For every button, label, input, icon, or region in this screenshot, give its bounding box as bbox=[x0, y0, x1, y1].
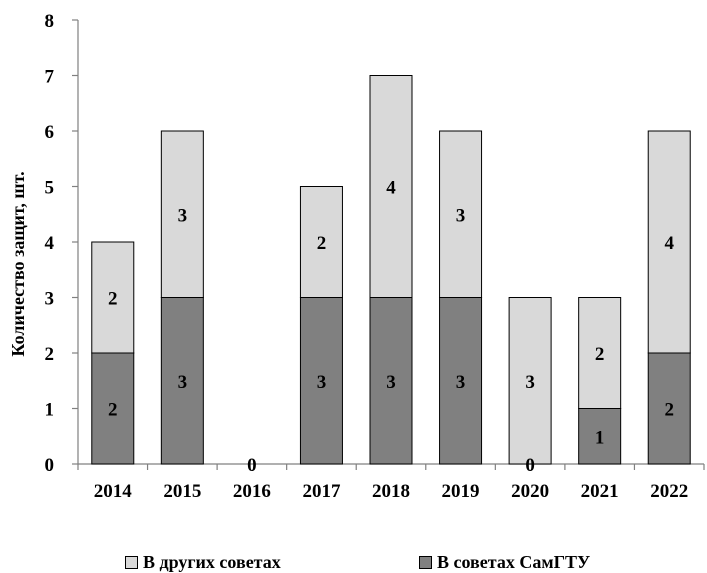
data-label-other: 3 bbox=[456, 205, 466, 226]
data-label-samgtu: 1 bbox=[595, 427, 605, 448]
x-tick-label: 2021 bbox=[581, 481, 619, 502]
y-tick-label: 2 bbox=[45, 344, 55, 365]
legend-swatch-samgtu bbox=[419, 556, 432, 569]
y-tick-label: 0 bbox=[45, 455, 55, 476]
y-tick-label: 8 bbox=[45, 11, 55, 32]
data-label-other: 2 bbox=[595, 344, 605, 365]
bar-segment-other bbox=[160, 130, 204, 298]
data-label-other: 4 bbox=[386, 178, 396, 199]
bar-segment-other bbox=[508, 297, 552, 465]
x-tick-label: 2019 bbox=[442, 481, 480, 502]
legend-item-other: В других советах bbox=[125, 552, 281, 573]
data-label-other: 4 bbox=[664, 233, 674, 254]
x-tick-label: 2018 bbox=[372, 481, 410, 502]
bar-segment-samgtu bbox=[91, 352, 135, 465]
bar-segment-other bbox=[91, 241, 135, 354]
y-tick-label: 7 bbox=[45, 67, 55, 88]
data-label-samgtu: 3 bbox=[386, 372, 396, 393]
data-labels: 2 2 3 3 0 3 2 3 4 3 3 3 0 1 2 2 4 bbox=[108, 178, 674, 477]
y-tick-label: 6 bbox=[45, 122, 55, 143]
data-label-zero: 0 bbox=[247, 455, 257, 476]
legend: В других советах В советах СамГТУ bbox=[0, 550, 707, 572]
legend-label-samgtu: В советах СамГТУ bbox=[437, 552, 591, 572]
legend-swatch-other bbox=[125, 556, 138, 569]
x-tick-label: 2022 bbox=[650, 481, 688, 502]
data-label-samgtu: 2 bbox=[108, 400, 118, 421]
bar-segment-samgtu bbox=[160, 297, 204, 465]
data-label-other: 2 bbox=[108, 289, 118, 310]
bar-segment-other bbox=[439, 130, 483, 298]
bar-segment-other bbox=[299, 186, 343, 298]
x-tick-label: 2014 bbox=[94, 481, 133, 502]
y-tick-label: 5 bbox=[45, 178, 55, 199]
data-label-samgtu: 2 bbox=[664, 400, 674, 421]
legend-label-other: В других советах bbox=[143, 552, 281, 572]
y-axis-label: Количество защит, шт. bbox=[8, 171, 28, 356]
bar-segment-other bbox=[369, 75, 413, 298]
data-label-other: 3 bbox=[178, 205, 188, 226]
data-label-samgtu: 3 bbox=[178, 372, 188, 393]
y-tick-label: 1 bbox=[45, 400, 55, 421]
x-tick-label: 2016 bbox=[233, 481, 271, 502]
x-tick-label: 2017 bbox=[302, 481, 341, 502]
bar-segment-other bbox=[647, 130, 691, 354]
data-label-samgtu: 3 bbox=[456, 372, 466, 393]
y-tick-label: 4 bbox=[45, 233, 55, 254]
bar-segment-other bbox=[578, 297, 622, 409]
x-tick-label: 2020 bbox=[511, 481, 549, 502]
x-tick-label: 2015 bbox=[163, 481, 201, 502]
data-label-other: 3 bbox=[525, 372, 535, 393]
data-label-samgtu: 3 bbox=[317, 372, 327, 393]
data-label-other: 2 bbox=[317, 233, 327, 254]
data-label-zero: 0 bbox=[525, 455, 535, 476]
y-tick-label: 3 bbox=[45, 289, 55, 310]
bar-segment-samgtu bbox=[369, 297, 413, 465]
bar-segment-samgtu bbox=[439, 297, 483, 465]
legend-item-samgtu: В советах СамГТУ bbox=[419, 552, 590, 573]
bars bbox=[91, 75, 691, 465]
bar-segment-samgtu bbox=[578, 408, 622, 465]
bar-segment-samgtu bbox=[647, 352, 691, 465]
